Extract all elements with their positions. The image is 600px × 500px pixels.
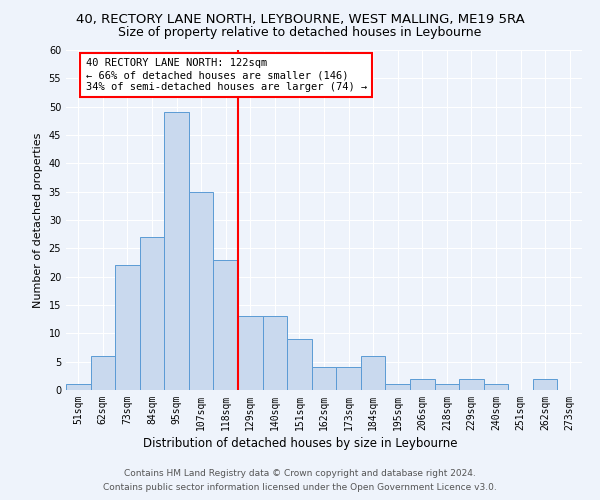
Text: 40 RECTORY LANE NORTH: 122sqm
← 66% of detached houses are smaller (146)
34% of : 40 RECTORY LANE NORTH: 122sqm ← 66% of d… bbox=[86, 58, 367, 92]
Bar bbox=[287, 339, 312, 390]
Bar bbox=[214, 260, 238, 390]
Text: Size of property relative to detached houses in Leybourne: Size of property relative to detached ho… bbox=[118, 26, 482, 39]
Bar bbox=[484, 384, 508, 390]
Text: 40, RECTORY LANE NORTH, LEYBOURNE, WEST MALLING, ME19 5RA: 40, RECTORY LANE NORTH, LEYBOURNE, WEST … bbox=[76, 12, 524, 26]
Text: Contains public sector information licensed under the Open Government Licence v3: Contains public sector information licen… bbox=[103, 484, 497, 492]
Bar bbox=[312, 368, 336, 390]
Bar bbox=[533, 378, 557, 390]
Text: Distribution of detached houses by size in Leybourne: Distribution of detached houses by size … bbox=[143, 438, 457, 450]
Text: Contains HM Land Registry data © Crown copyright and database right 2024.: Contains HM Land Registry data © Crown c… bbox=[124, 468, 476, 477]
Y-axis label: Number of detached properties: Number of detached properties bbox=[33, 132, 43, 308]
Bar bbox=[164, 112, 189, 390]
Bar bbox=[140, 237, 164, 390]
Bar bbox=[115, 266, 140, 390]
Bar bbox=[434, 384, 459, 390]
Bar bbox=[459, 378, 484, 390]
Bar bbox=[263, 316, 287, 390]
Bar bbox=[385, 384, 410, 390]
Bar bbox=[238, 316, 263, 390]
Bar bbox=[91, 356, 115, 390]
Bar bbox=[66, 384, 91, 390]
Bar bbox=[361, 356, 385, 390]
Bar bbox=[336, 368, 361, 390]
Bar bbox=[189, 192, 214, 390]
Bar bbox=[410, 378, 434, 390]
